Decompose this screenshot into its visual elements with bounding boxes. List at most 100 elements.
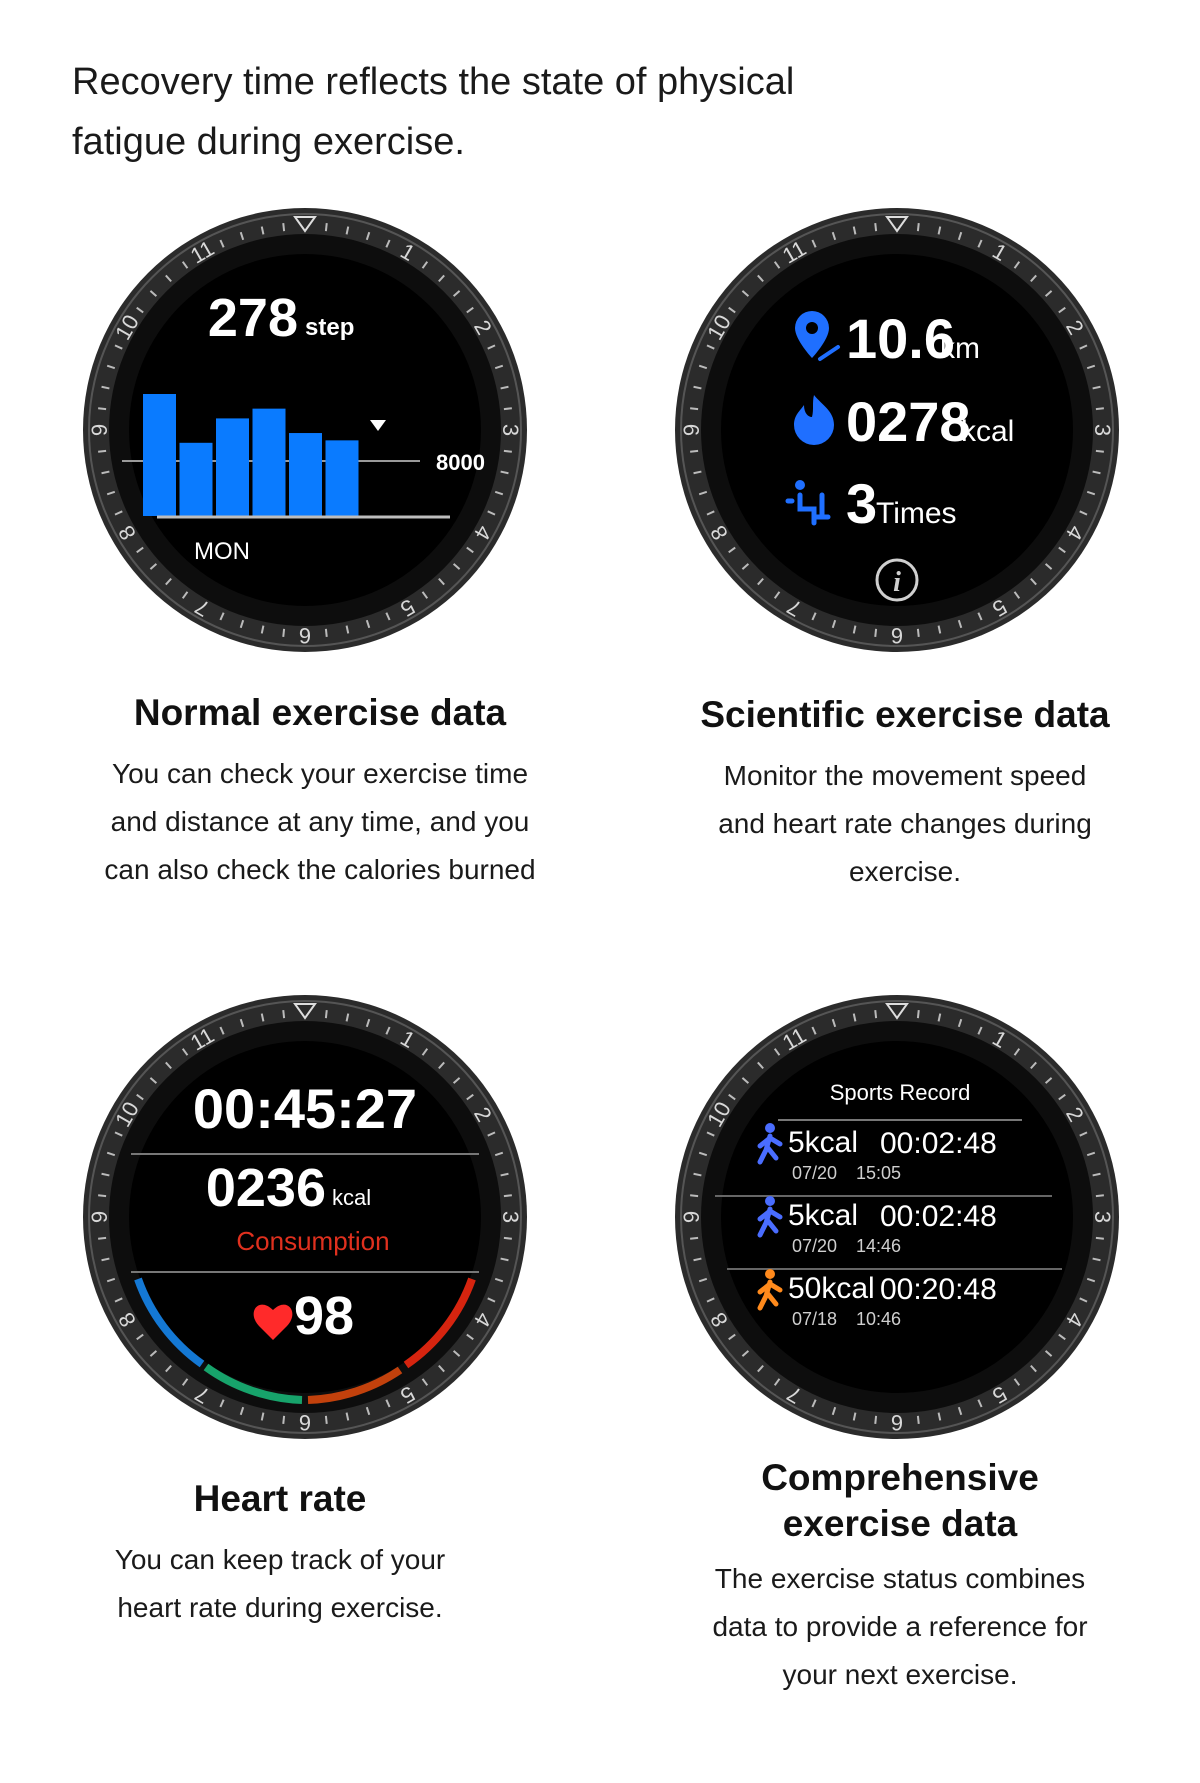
bezel-tick — [1058, 546, 1066, 554]
bezel-tick — [1079, 344, 1088, 350]
bezel-tick — [98, 1194, 107, 1198]
bezel-tick — [1095, 1236, 1104, 1240]
bezel-tick — [811, 239, 817, 248]
bezel-tick — [438, 1364, 445, 1373]
bezel-tick — [136, 1333, 144, 1341]
sports-record-row[interactable]: 5kcal 00:02:48 07/20 15:05 — [757, 1123, 997, 1183]
bezel-tick — [282, 223, 286, 232]
watch-scientific: 11 1 2 3 4 5 6 7 8 9 10 10.6 km 0278 kcal 3 Times … — [672, 205, 1122, 655]
bezel-tick — [977, 612, 983, 621]
bezel-tick — [1030, 274, 1037, 283]
bezel-tick — [916, 1415, 920, 1424]
bezel-tick — [101, 1172, 110, 1177]
bezel-edge — [680, 213, 1114, 647]
bezel-tick — [500, 385, 509, 390]
bezel-tick — [1086, 364, 1096, 370]
sports-record-row[interactable]: 50kcal 00:20:48 07/18 10:46 — [757, 1269, 997, 1329]
bezel-tick — [1095, 449, 1104, 453]
bezel-tick — [1079, 1297, 1088, 1303]
bezel-tick — [1013, 591, 1021, 599]
bezel-tick — [741, 563, 750, 570]
caption-normal: Normal exercise data You can check your … — [90, 690, 550, 894]
bezel-tick — [831, 1018, 837, 1028]
bezel-tick — [136, 546, 144, 554]
consumption-label: Consumption — [236, 1226, 389, 1256]
bezel-triangle-icon — [885, 1003, 909, 1020]
bezel-tick — [106, 1277, 116, 1283]
bezel-number: 6 — [299, 1410, 311, 1435]
caption-body: You can keep track of your heart rate du… — [100, 1536, 460, 1632]
bezel-tick — [831, 1406, 837, 1416]
bezel-tick — [503, 1194, 512, 1198]
bezel-tick — [98, 1236, 107, 1240]
bezel-tick — [1092, 1172, 1101, 1177]
bezel-tick — [114, 344, 123, 350]
bezel-tick — [282, 1010, 286, 1019]
calories-value: 0278 — [846, 390, 971, 453]
bezel-tick — [219, 1399, 225, 1408]
bezel-tick — [852, 226, 857, 235]
bezel-tick — [1086, 490, 1096, 496]
caption-scientific: Scientific exercise data Monitor the mov… — [670, 692, 1140, 896]
bezel-tick — [698, 490, 708, 496]
caption-title-line: Comprehensive — [761, 1457, 1039, 1498]
bezel-tick — [149, 1350, 158, 1357]
bezel-tick — [500, 470, 509, 475]
bezel-tick — [690, 1236, 699, 1240]
bezel-tick — [466, 306, 474, 314]
bezel-number: 9 — [679, 424, 704, 436]
bezel-tick — [165, 1061, 172, 1070]
caption-heart-rate: Heart rate You can keep track of your he… — [100, 1476, 460, 1632]
bezel-tick — [181, 1378, 189, 1386]
bezel-tick — [452, 563, 461, 570]
bezel-tick — [385, 612, 391, 621]
bezel-tick — [811, 1026, 817, 1035]
bezel-tick — [260, 1412, 265, 1421]
bezel-tick — [282, 1415, 286, 1424]
bezel-tick — [706, 510, 715, 516]
bezel-tick — [421, 1378, 429, 1386]
distance-unit: km — [940, 332, 980, 365]
walking-icon — [757, 1196, 783, 1238]
intro-text: Recovery time reflects the state of phys… — [72, 52, 892, 172]
bezel-tick — [114, 1297, 123, 1303]
bezel-tick — [260, 1013, 265, 1022]
bezel-tick — [114, 510, 123, 516]
bezel-tick — [500, 1172, 509, 1177]
bezel-tick — [831, 619, 837, 629]
bezel-tick — [466, 1333, 474, 1341]
caption-line: You can check your exercise time — [111, 758, 529, 789]
bezel-tick — [693, 385, 702, 390]
bezel-tick — [916, 1010, 920, 1019]
bezel-tick — [937, 1412, 942, 1421]
bezel-tick — [219, 612, 225, 621]
day-label: MON — [194, 538, 250, 565]
bezel-tick — [136, 306, 144, 314]
step-bar — [216, 418, 249, 516]
caption-body: The exercise status combines data to pro… — [680, 1555, 1120, 1699]
sports-record-row[interactable]: 5kcal 00:02:48 07/20 14:46 — [757, 1196, 997, 1256]
bezel-tick — [831, 231, 837, 241]
bezel-number: 3 — [1090, 1211, 1115, 1223]
bezel-tick — [916, 223, 920, 232]
bezel-tick — [365, 1406, 371, 1416]
caption-line: can also check the calories burned — [104, 854, 536, 885]
bezel-tick — [165, 1364, 172, 1373]
bezel-tick — [1079, 510, 1088, 516]
bezel-tick — [385, 1399, 391, 1408]
bezel-tick — [181, 591, 189, 599]
record-date: 07/20 — [792, 1236, 837, 1256]
bezel-number: 6 — [891, 1410, 903, 1435]
bezel-tick — [421, 591, 429, 599]
heart-zone-arc — [134, 1277, 476, 1404]
bezel-tick — [438, 274, 445, 283]
bezel-tick — [101, 385, 110, 390]
bezel-tick — [698, 1151, 708, 1157]
intro-line-1: Recovery time reflects the state of phys… — [72, 61, 795, 103]
bezel-tick — [773, 591, 781, 599]
bezel-number: 6 — [299, 623, 311, 648]
bezel-tick — [757, 274, 764, 283]
bezel-tick — [345, 1412, 350, 1421]
info-icon[interactable]: i — [875, 558, 919, 602]
bezel-tick — [852, 625, 857, 634]
